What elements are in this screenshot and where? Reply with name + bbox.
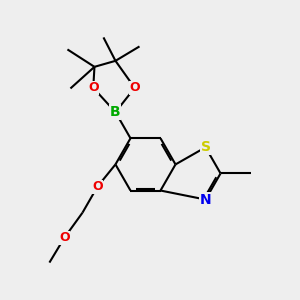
Text: O: O bbox=[129, 81, 140, 94]
Text: O: O bbox=[92, 180, 103, 193]
Text: O: O bbox=[59, 231, 70, 244]
Text: S: S bbox=[200, 140, 211, 154]
Text: N: N bbox=[200, 193, 212, 206]
Text: O: O bbox=[88, 81, 99, 94]
Text: B: B bbox=[110, 105, 121, 119]
